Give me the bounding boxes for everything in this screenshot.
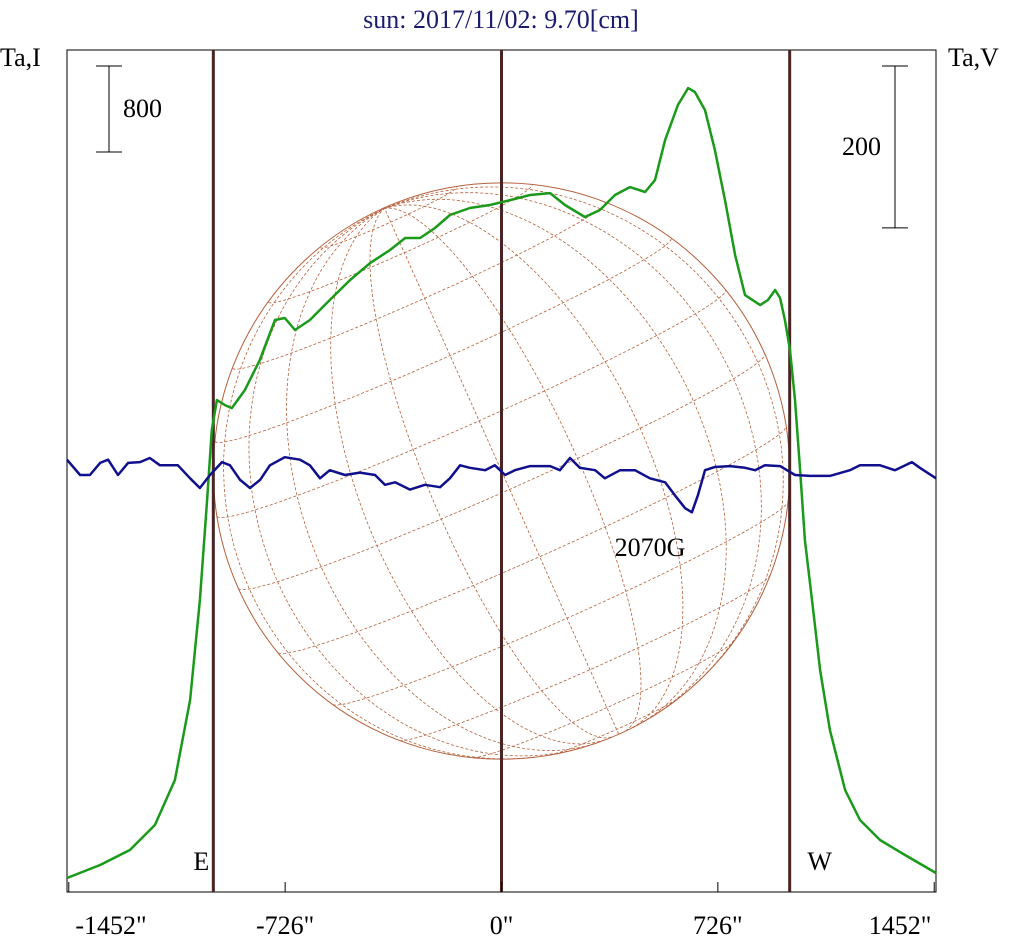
disk-grid	[214, 238, 672, 443]
disk-grid	[384, 186, 784, 688]
scale-bar-label: 800	[123, 94, 162, 123]
disk-grid	[384, 207, 642, 732]
series-line	[66, 455, 937, 514]
disk-grid	[399, 575, 771, 742]
disk-grid	[369, 208, 612, 739]
limb-label: E	[193, 847, 209, 876]
y-axis-label: Ta,I	[0, 43, 41, 72]
x-tick-label: -1452"	[75, 911, 146, 940]
disk-grid	[332, 501, 789, 706]
chart-title: sun: 2017/11/02: 9.70[cm]	[363, 5, 639, 34]
disk-grid	[248, 208, 583, 757]
series-line	[66, 86, 937, 880]
disk-grid	[550, 696, 681, 756]
annotation: 2070G	[615, 533, 686, 562]
scale-bar-label: 200	[842, 132, 881, 161]
x-tick-label: 1452"	[869, 911, 932, 940]
y2-axis-label: Ta,V	[948, 43, 999, 72]
disk-grid	[286, 208, 600, 751]
disk-grid	[223, 208, 535, 760]
disk-grid	[384, 198, 727, 726]
disk-grid	[278, 426, 787, 655]
disk-grid	[330, 208, 605, 745]
x-tick-label: 0"	[490, 911, 514, 940]
disk-grid	[384, 204, 684, 729]
limb-label: W	[807, 847, 832, 876]
x-tick-label: 726"	[693, 911, 743, 940]
disk-grid	[473, 641, 734, 759]
disk-grid	[384, 208, 619, 735]
x-tick-label: -726"	[256, 911, 314, 940]
disk-grid	[384, 192, 762, 717]
